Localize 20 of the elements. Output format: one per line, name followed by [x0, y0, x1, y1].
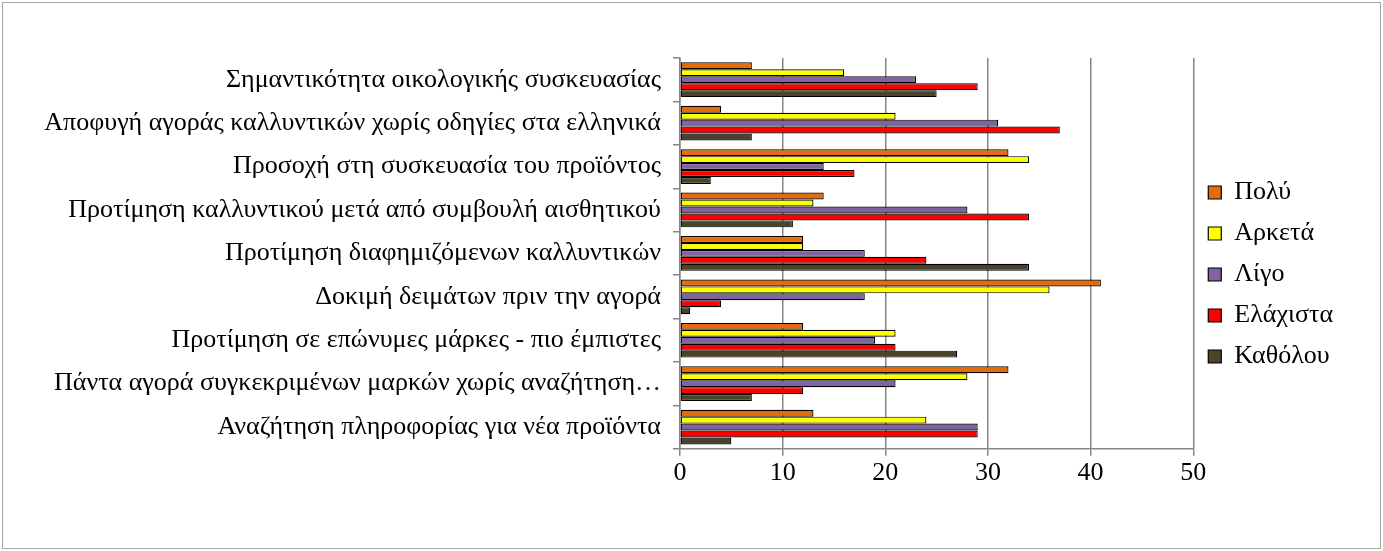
legend-label: Λίγο [1234, 258, 1285, 288]
y-tick-label: Σημαντικότητα οικολογικής συσκευασίας [225, 63, 662, 93]
legend-label: Καθόλου [1234, 340, 1330, 370]
legend-label: Αρκετά [1234, 217, 1315, 247]
y-tick-label: Προτίμηση σε επώνυμες μάρκες - πιο έμπιστες [171, 324, 662, 354]
x-tick-label: 30 [974, 457, 1001, 487]
y-tick-label: Πάντα αγορά συγκεκριμένων μαρκών χωρίς αναζήτηση… [53, 367, 661, 397]
y-tick-label: Προτίμηση διαφημιζόμενων καλλυντικών [224, 237, 662, 267]
x-tick-label: 40 [1077, 457, 1104, 487]
legend-label: Ελάχιστα [1234, 299, 1334, 329]
y-tick-label: Δοκιμή δειμάτων πριν την αγορά [315, 280, 662, 310]
y-tick-label: Αποφυγή αγοράς καλλυντικών χωρίς οδηγίες στα ελληνικά [44, 106, 662, 136]
y-tick-label: Αναζήτηση πληροφορίας για νέα προϊόντα [217, 410, 662, 440]
y-tick-label: Προσοχή στη συσκευασία του προϊόντος [233, 150, 662, 180]
x-tick-label: 20 [872, 457, 899, 487]
legend-label: Πολύ [1234, 176, 1292, 206]
x-tick-label: 0 [673, 457, 687, 487]
x-tick-label: 10 [769, 457, 796, 487]
y-tick-label: Προτίμηση καλλυντικού μετά από συμβουλή αισθητικού [68, 193, 661, 223]
x-tick-label: 50 [1180, 457, 1207, 487]
